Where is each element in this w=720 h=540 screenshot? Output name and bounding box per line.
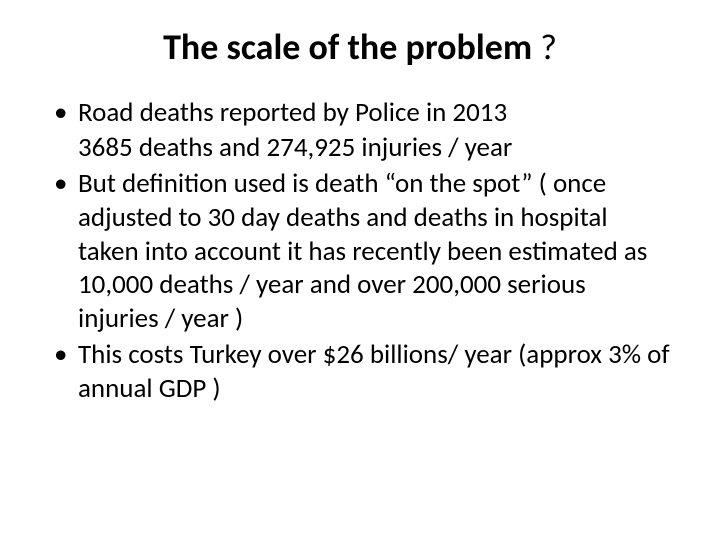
title-main: The scale of the problem: [163, 25, 540, 69]
slide-title: The scale of the problem ?: [50, 28, 670, 68]
title-question-mark: ?: [540, 25, 557, 69]
bullet-list: Road deaths reported by Police in 2013: [50, 96, 670, 130]
bullet-text: Road deaths reported by Police in 2013: [78, 96, 507, 129]
bullet-item: Road deaths reported by Police in 2013: [50, 96, 670, 130]
slide: The scale of the problem ? Road deaths r…: [0, 0, 720, 540]
bullet-text: This costs Turkey over $26 billions/ yea…: [78, 338, 670, 405]
bullet-continuation: 3685 deaths and 274,925 injuries / year: [50, 131, 670, 165]
slide-body: Road deaths reported by Police in 2013 3…: [50, 96, 670, 406]
bullet-item: This costs Turkey over $26 billions/ yea…: [50, 338, 670, 406]
bullet-list: But definition used is death “on the spo…: [50, 167, 670, 405]
bullet-item: But definition used is death “on the spo…: [50, 167, 670, 336]
bullet-text: But definition used is death “on the spo…: [78, 167, 647, 335]
